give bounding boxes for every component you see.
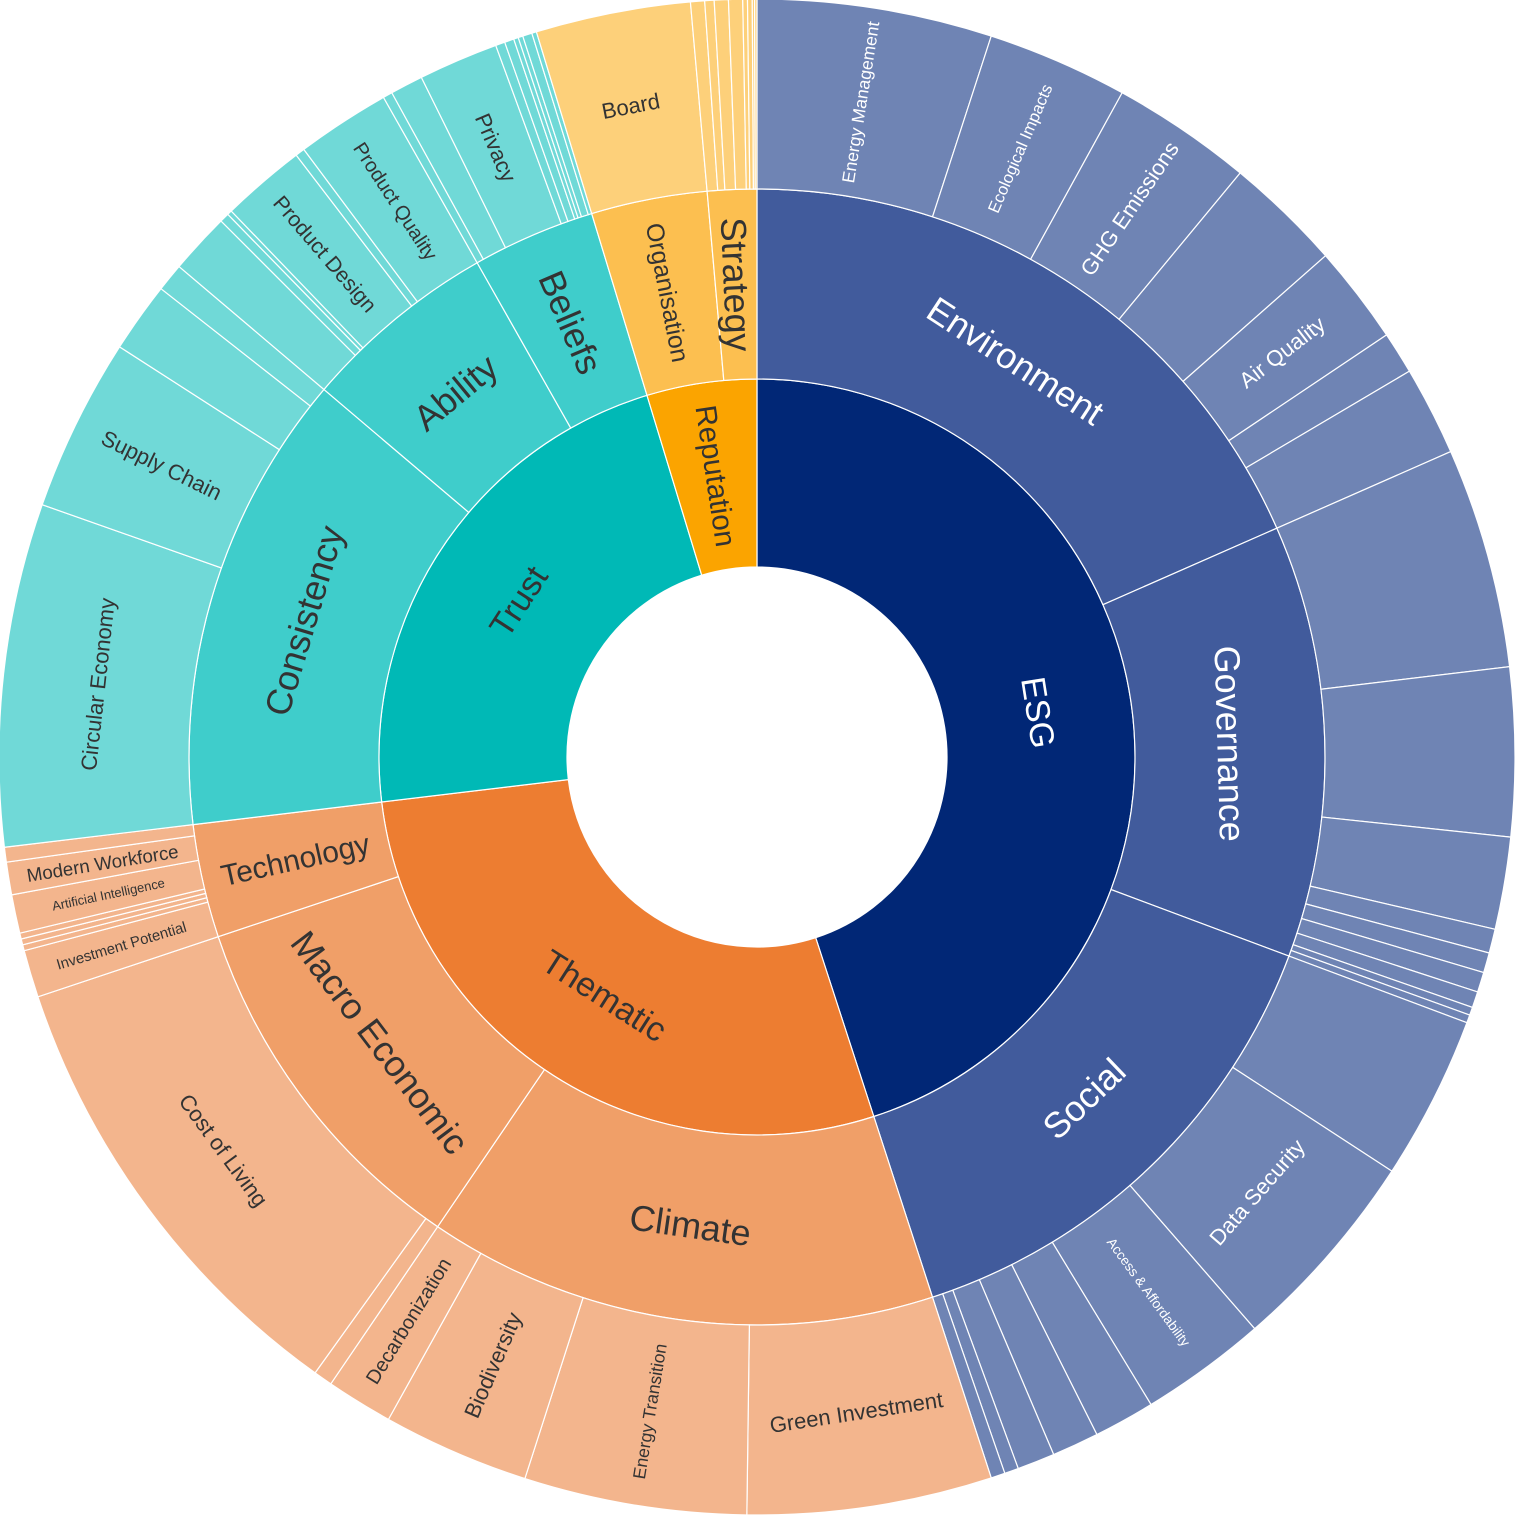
sector-root-reputation-strategy-7[interactable]	[754, 0, 758, 190]
label-strategy: Strategy	[713, 217, 760, 353]
sector-root-esg-governance-1[interactable]	[1320, 665, 1515, 838]
label-governance: Governance	[1207, 645, 1254, 842]
